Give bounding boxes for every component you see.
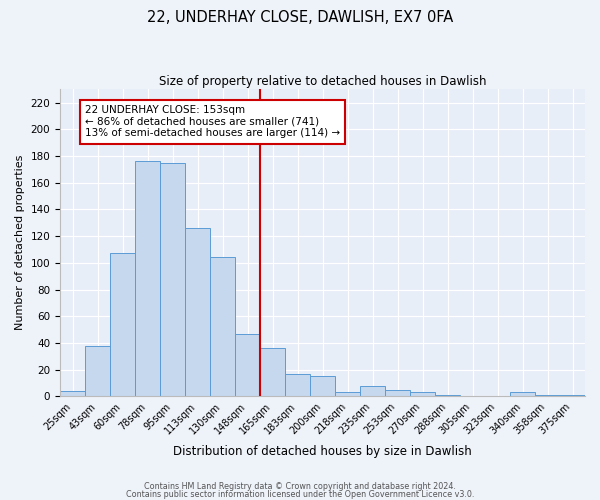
Bar — [235, 334, 260, 396]
Bar — [310, 376, 335, 396]
Text: Contains public sector information licensed under the Open Government Licence v3: Contains public sector information licen… — [126, 490, 474, 499]
Bar — [385, 390, 410, 396]
Bar — [110, 254, 135, 396]
Bar — [85, 346, 110, 397]
Bar — [435, 395, 460, 396]
Text: Contains HM Land Registry data © Crown copyright and database right 2024.: Contains HM Land Registry data © Crown c… — [144, 482, 456, 491]
Bar — [335, 392, 360, 396]
Y-axis label: Number of detached properties: Number of detached properties — [15, 155, 25, 330]
Bar — [285, 374, 310, 396]
Bar — [160, 162, 185, 396]
Text: 22, UNDERHAY CLOSE, DAWLISH, EX7 0FA: 22, UNDERHAY CLOSE, DAWLISH, EX7 0FA — [147, 10, 453, 25]
Bar — [135, 162, 160, 396]
Bar — [185, 228, 210, 396]
Bar — [360, 386, 385, 396]
Bar — [60, 391, 85, 396]
Bar — [410, 392, 435, 396]
Text: 22 UNDERHAY CLOSE: 153sqm
← 86% of detached houses are smaller (741)
13% of semi: 22 UNDERHAY CLOSE: 153sqm ← 86% of detac… — [85, 105, 340, 138]
Bar — [560, 395, 585, 396]
Bar — [535, 395, 560, 396]
Bar — [260, 348, 285, 397]
X-axis label: Distribution of detached houses by size in Dawlish: Distribution of detached houses by size … — [173, 444, 472, 458]
Bar — [210, 258, 235, 396]
Bar — [510, 392, 535, 396]
Title: Size of property relative to detached houses in Dawlish: Size of property relative to detached ho… — [159, 75, 486, 88]
